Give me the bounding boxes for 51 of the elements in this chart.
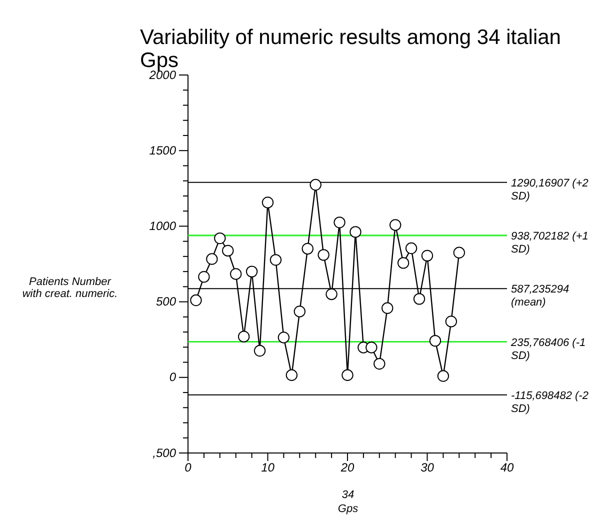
ref-line-label: 587,235294 (mean) (511, 284, 570, 309)
point (230, 268, 242, 280)
ref-line-label: 235,768406 (-1 SD) (510, 336, 586, 362)
x-tick-label: 40 (500, 460, 514, 475)
point (437, 370, 450, 382)
point (445, 316, 458, 328)
point (350, 226, 362, 238)
point (206, 253, 218, 265)
point (397, 257, 410, 269)
point (246, 266, 258, 278)
point (278, 332, 290, 344)
point (254, 344, 266, 357)
point (429, 334, 442, 347)
point (214, 232, 226, 244)
ref-line-label: 938,702182 (+1 SD) (511, 230, 588, 256)
y-tick-label: 0 (169, 370, 176, 384)
point (334, 216, 346, 228)
x-tick-label: 30 (420, 460, 434, 475)
y-tick-label: 1500 (149, 143, 176, 158)
point (238, 330, 250, 342)
y-tick-label: 500 (156, 294, 176, 309)
point (222, 244, 234, 257)
y-tick-label: ,500 (152, 446, 176, 460)
x-tick-label: 10 (261, 460, 275, 475)
point (302, 242, 314, 255)
point (390, 219, 402, 231)
point (382, 302, 394, 314)
x-axis-title: 34 Gps (338, 489, 359, 515)
point (366, 342, 378, 354)
point (318, 249, 330, 261)
point (286, 369, 298, 381)
point (198, 271, 210, 283)
point (294, 306, 306, 318)
point (326, 288, 338, 300)
point (262, 196, 274, 208)
point (374, 358, 386, 370)
point (413, 293, 426, 305)
point (342, 369, 354, 381)
point (310, 178, 322, 191)
point (453, 246, 465, 258)
point (421, 250, 434, 262)
x-tick-label: 0 (184, 460, 192, 475)
chart-title: Variability of numeric results among 34 italian Gps (140, 26, 561, 72)
ref-line-label: -115,698482 (-2 SD) (511, 390, 588, 415)
point (190, 294, 202, 306)
point (405, 242, 418, 254)
y-tick-label: 1000 (149, 219, 176, 234)
ref-line-label: 1290,16907 (+2 SD) (511, 177, 588, 202)
y-axis-title: Patients Number with creat. numeric. (22, 276, 118, 300)
x-tick-label: 20 (340, 460, 354, 475)
point (270, 254, 282, 266)
